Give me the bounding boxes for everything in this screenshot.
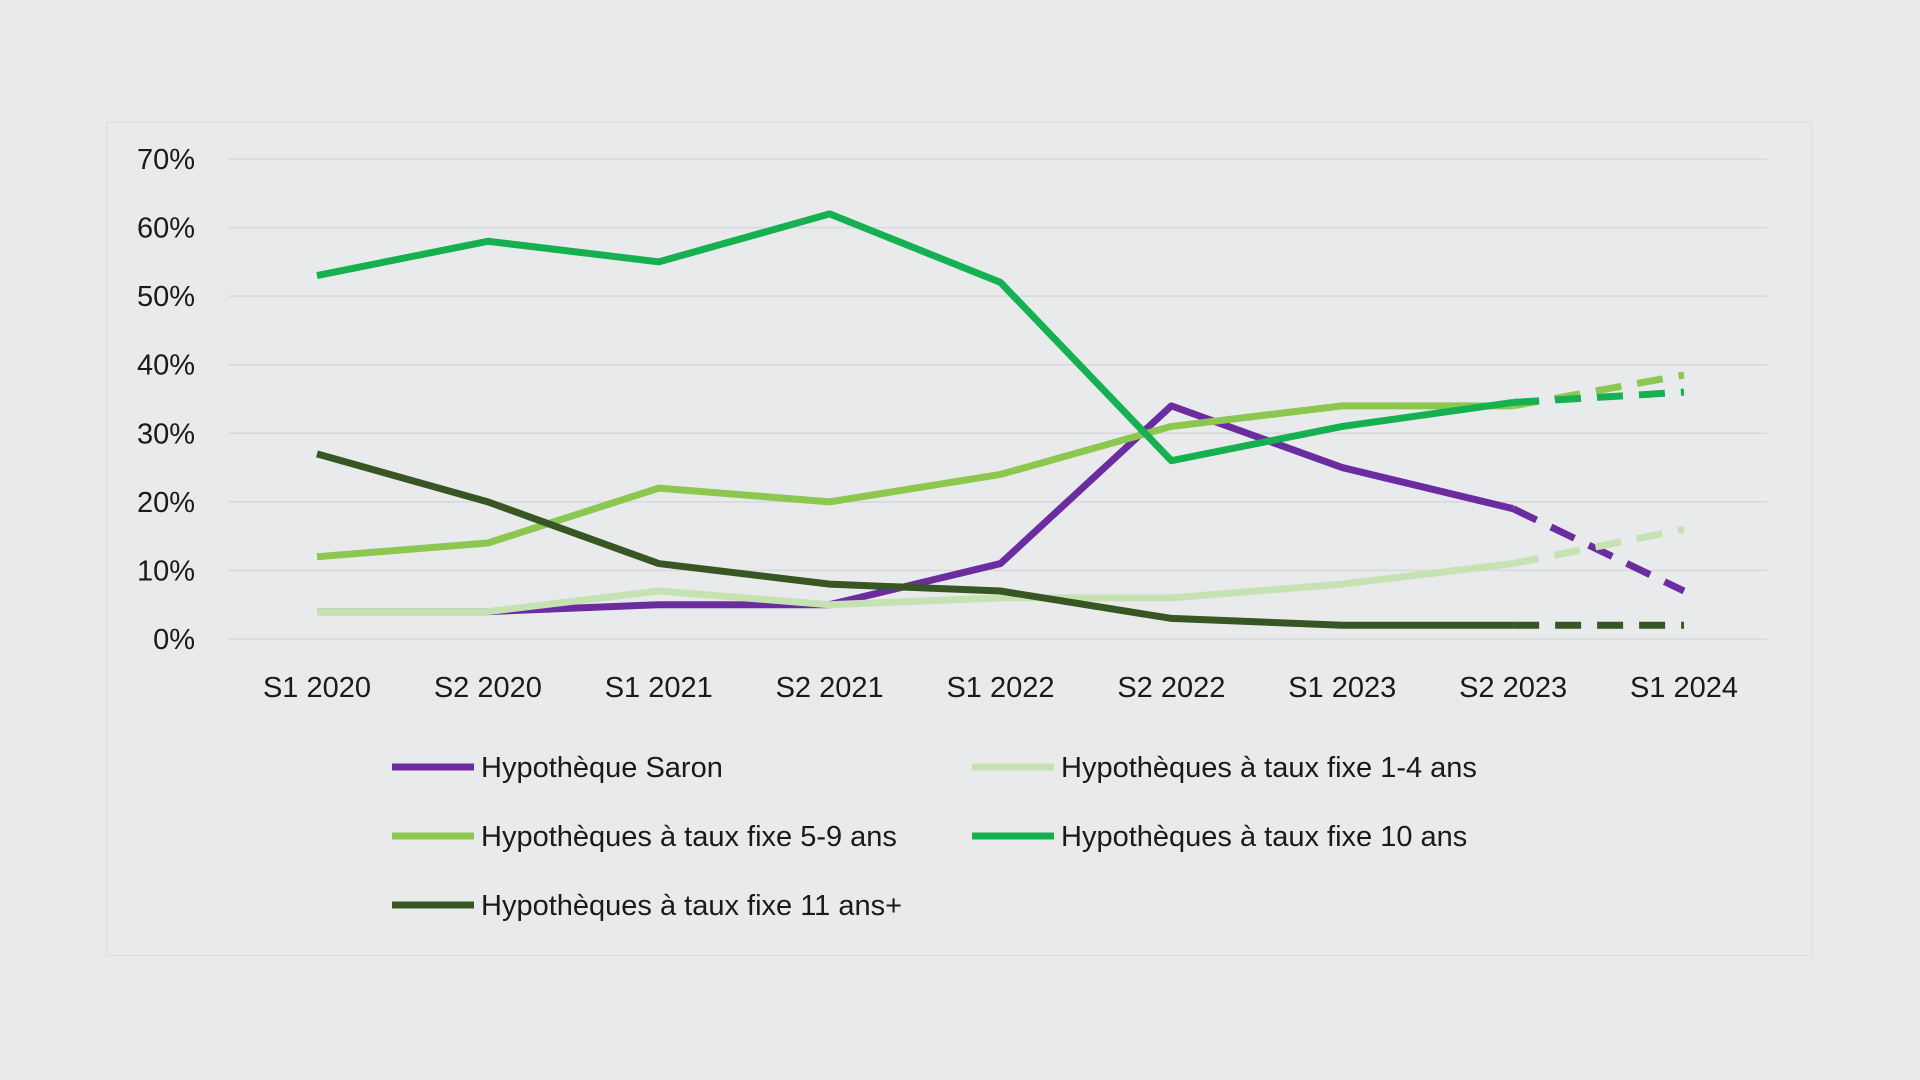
x-tick-label: S2 2020 [434,672,542,704]
y-tick-label: 0% [153,624,195,656]
legend-item: Hypothèque Saron [392,752,723,784]
series-lines [316,210,1686,629]
y-tick-label: 50% [137,281,195,313]
legend-item: Hypothèques à taux fixe 1-4 ans [972,752,1477,784]
legend-label: Hypothèques à taux fixe 1-4 ans [1061,752,1477,784]
x-tick-label: S2 2021 [776,672,884,704]
series-line [316,402,1514,561]
line-chart: 0%10%20%30%40%50%60%70% S1 2020 S2 2020 S1… [137,144,1767,922]
series-2 [316,371,1685,561]
x-tick-label: S1 2020 [263,672,371,704]
y-tick-label: 60% [137,213,195,245]
series-projection-line [1512,371,1685,410]
legend-label: Hypothèques à taux fixe 5-9 ans [481,821,897,853]
series-projection-line [1512,388,1685,406]
x-tick-label: S2 2022 [1117,672,1225,704]
legend-item: Hypothèques à taux fixe 5-9 ans [392,821,897,853]
y-tick-label: 30% [137,418,195,450]
legend-label: Hypothèques à taux fixe 10 ans [1061,821,1467,853]
x-tick-label: S1 2023 [1288,672,1396,704]
series-3 [316,210,1685,465]
series-line [317,560,1514,616]
x-tick-label: S2 2023 [1459,672,1567,704]
series-1 [316,525,1685,616]
series-line [316,450,1514,629]
series-4 [316,450,1685,629]
x-axis-tick-labels: S1 2020 S2 2020 S1 2021 S2 2021 S1 2022 S2 20… [263,672,1738,704]
legend-label: Hypothèques à taux fixe 11 ans+ [481,890,902,922]
chart-panel: 0% 10% 20% 30% 40% 50% 60% 70% S1 2020 S2 2020 S1… [106,122,1812,956]
series-projection-line [1512,525,1685,568]
x-tick-label: S1 2021 [605,672,713,704]
x-tick-label: S1 2022 [946,672,1054,704]
legend: Hypothèque Saron Hypothèques à taux fixe … [392,752,1477,922]
legend-item: Hypothèques à taux fixe 11 ans+ [392,890,902,922]
y-tick-label: 70% [137,144,195,176]
series-line [316,210,1514,465]
x-tick-label: S1 2024 [1630,672,1738,704]
series-0 [316,402,1686,616]
y-axis-tick-labels: 0% 10% 20% 30% 40% 50% 60% 70% [137,144,195,656]
legend-item: Hypothèques à taux fixe 10 ans [972,821,1467,853]
series-line [317,402,1514,616]
y-tick-label: 10% [137,555,195,587]
y-tick-label: 20% [137,487,195,519]
legend-label: Hypothèque Saron [481,752,723,784]
y-tick-label: 40% [137,350,195,382]
